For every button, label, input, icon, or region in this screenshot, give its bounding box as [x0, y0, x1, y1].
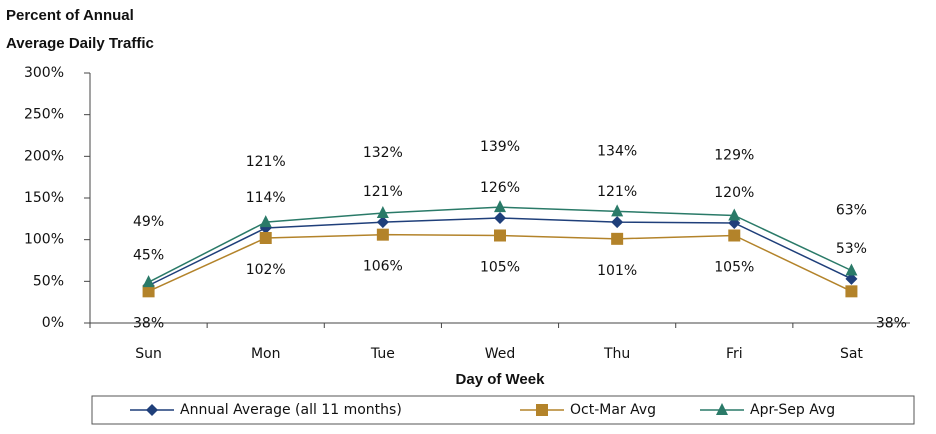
data-label: 38% [133, 315, 164, 331]
marker [728, 229, 741, 242]
data-label: 134% [597, 143, 637, 159]
x-tick-label: Sun [135, 346, 162, 362]
data-label: 102% [246, 262, 286, 278]
data-label: 114% [246, 190, 286, 206]
data-label: 63% [836, 203, 867, 219]
marker [376, 206, 389, 218]
data-label: 105% [480, 260, 520, 276]
y-tick-label: 0% [42, 315, 64, 331]
data-label: 120% [714, 185, 754, 201]
marker [494, 229, 506, 242]
marker [716, 403, 728, 415]
marker [494, 200, 506, 213]
x-tick-label: Mon [251, 346, 281, 362]
marker [611, 204, 624, 217]
y-tick-label: 100% [24, 232, 64, 248]
marker [845, 272, 858, 285]
y-tick-label: 150% [24, 190, 64, 206]
x-tick-label: Tue [370, 346, 395, 362]
marker [845, 263, 858, 276]
data-label: 105% [714, 260, 754, 276]
x-tick-label: Wed [485, 346, 516, 362]
data-label: 53% [836, 241, 867, 257]
chart-title: Percent of Annual [6, 7, 134, 24]
marker [611, 216, 624, 229]
chart-title: Average Daily Traffic [6, 35, 154, 52]
data-label: 49% [133, 214, 164, 230]
legend-label: Apr-Sep Avg [750, 402, 835, 418]
legend-label: Annual Average (all 11 months) [180, 402, 402, 418]
marker [376, 228, 389, 241]
data-label: 121% [363, 184, 403, 200]
data-label: 121% [597, 184, 637, 200]
x-tick-label: Thu [603, 346, 630, 362]
marker [142, 275, 155, 288]
marker [845, 285, 858, 298]
y-tick-label: 50% [33, 273, 64, 289]
data-label: 139% [480, 139, 520, 155]
data-label: 126% [480, 180, 520, 196]
legend-label: Oct-Mar Avg [570, 402, 656, 418]
data-label: 121% [246, 154, 286, 170]
x-tick-label: Fri [726, 346, 743, 362]
x-axis-label: Day of Week [456, 371, 546, 388]
y-tick-label: 250% [24, 107, 64, 123]
marker [142, 285, 155, 298]
marker [376, 216, 389, 229]
data-label: 129% [714, 148, 754, 164]
x-tick-label: Sat [840, 346, 863, 362]
data-label: 106% [363, 259, 403, 275]
data-label: 45% [133, 248, 164, 264]
marker [611, 232, 624, 245]
data-label: 101% [597, 263, 637, 279]
y-tick-label: 300% [24, 65, 64, 81]
marker [259, 215, 272, 228]
marker [494, 212, 506, 224]
marker [146, 404, 158, 416]
data-label: 38% [876, 315, 907, 331]
data-label: 132% [363, 145, 403, 161]
marker [259, 232, 272, 244]
y-tick-label: 200% [24, 148, 64, 164]
marker [536, 404, 548, 416]
marker [728, 208, 741, 221]
legend-box [91, 395, 915, 425]
